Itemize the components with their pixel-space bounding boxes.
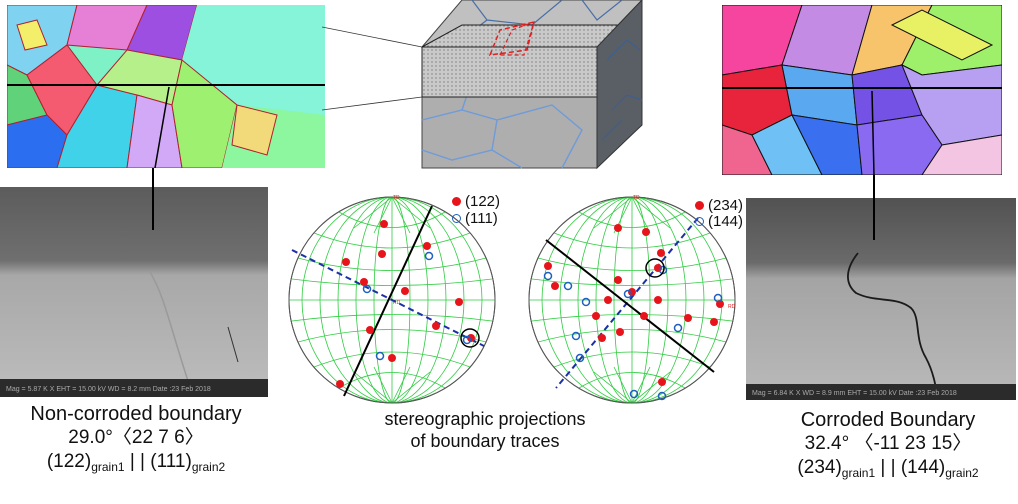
caption-right-sub1: grain1	[841, 466, 876, 480]
caption-right-plane1: (234)	[797, 457, 842, 478]
legend-right: (234) (144)	[695, 196, 765, 230]
red-poles-left	[336, 220, 475, 388]
legend-blue-circle-left	[452, 214, 461, 223]
legend-red-dot-right	[695, 200, 704, 210]
boundary-trace-blue-left	[291, 249, 485, 347]
axis-label-td-right: TD	[633, 195, 640, 201]
legend-red-dot-left	[452, 197, 461, 206]
caption-center-line1: stereographic projections	[384, 409, 586, 429]
axis-label-td-left: TD	[393, 195, 400, 201]
sample-block-diagram	[322, 0, 643, 170]
sem-image-left: Mag = 5.87 K X EHT = 15.00 kV WD = 8.2 m…	[0, 187, 268, 397]
caption-left-sub2: grain2	[191, 460, 226, 474]
caption-right-title: Corroded Boundary	[800, 409, 976, 431]
boundary-trace-black-right	[545, 239, 715, 373]
legend-blue-label-left: (111)	[465, 210, 498, 227]
boundary-pointer-right	[873, 175, 875, 240]
caption-right-misorientation: 32.4° 〈-11 23 15〉	[804, 433, 972, 454]
caption-right-plane2: (144)	[900, 457, 946, 478]
legend-red-label-left: (122)	[465, 193, 501, 210]
legend-left: (122) (111)	[452, 193, 522, 227]
caption-right-planes: (234)grain1 | | (144)grain2	[762, 456, 1014, 485]
sem-footer-right: Mag = 6.84 K X WD = 8.9 mm EHT = 15.00 k…	[752, 390, 957, 397]
caption-center-line2: of boundary traces	[410, 431, 560, 451]
red-poles-right	[544, 224, 724, 386]
boundary-pointer-left	[152, 168, 154, 230]
caption-right-separator: | |	[875, 457, 901, 478]
wulff-net-right	[528, 196, 736, 404]
legend-red-label-right: (234)	[708, 196, 744, 214]
stereo-projection-left: TD RD	[288, 195, 496, 404]
caption-left-separator: | |	[124, 451, 151, 472]
ebsd-map-right	[722, 5, 1002, 175]
caption-center: stereographic projections of boundary tr…	[350, 408, 620, 452]
axis-label-rd-right: RD	[728, 304, 736, 310]
legend-blue-circle-right	[695, 216, 704, 226]
caption-right-sub2: grain2	[945, 466, 979, 480]
highlight-circle-right	[645, 258, 665, 278]
caption-right: Corroded Boundary 32.4° 〈-11 23 15〉 (234…	[762, 408, 1014, 485]
caption-left-plane2: (111)	[150, 451, 192, 472]
axis-label-rd-left: RD	[393, 300, 401, 306]
stereo-projection-right: TD RD	[528, 195, 736, 404]
boundary-trace-black-left	[343, 205, 433, 397]
caption-left: Non-corroded boundary 29.0°〈22 7 6〉 (122…	[0, 402, 272, 479]
caption-left-misorientation: 29.0°〈22 7 6〉	[68, 427, 204, 448]
caption-left-planes: (122)grain1 | | (111)grain2	[0, 450, 272, 479]
caption-left-plane1: (122)	[46, 451, 92, 472]
sem-image-right: Mag = 6.84 K X WD = 8.9 mm EHT = 15.00 k…	[746, 198, 1016, 400]
sem-footer-left: Mag = 5.87 K X EHT = 15.00 kV WD = 8.2 m…	[6, 386, 211, 393]
legend-blue-label-right: (144)	[708, 212, 744, 230]
caption-left-sub1: grain1	[91, 460, 125, 474]
highlight-circle-left	[460, 328, 480, 348]
caption-left-title: Non-corroded boundary	[30, 403, 242, 425]
ebsd-map-left	[7, 5, 325, 168]
blue-poles-left	[362, 251, 472, 361]
